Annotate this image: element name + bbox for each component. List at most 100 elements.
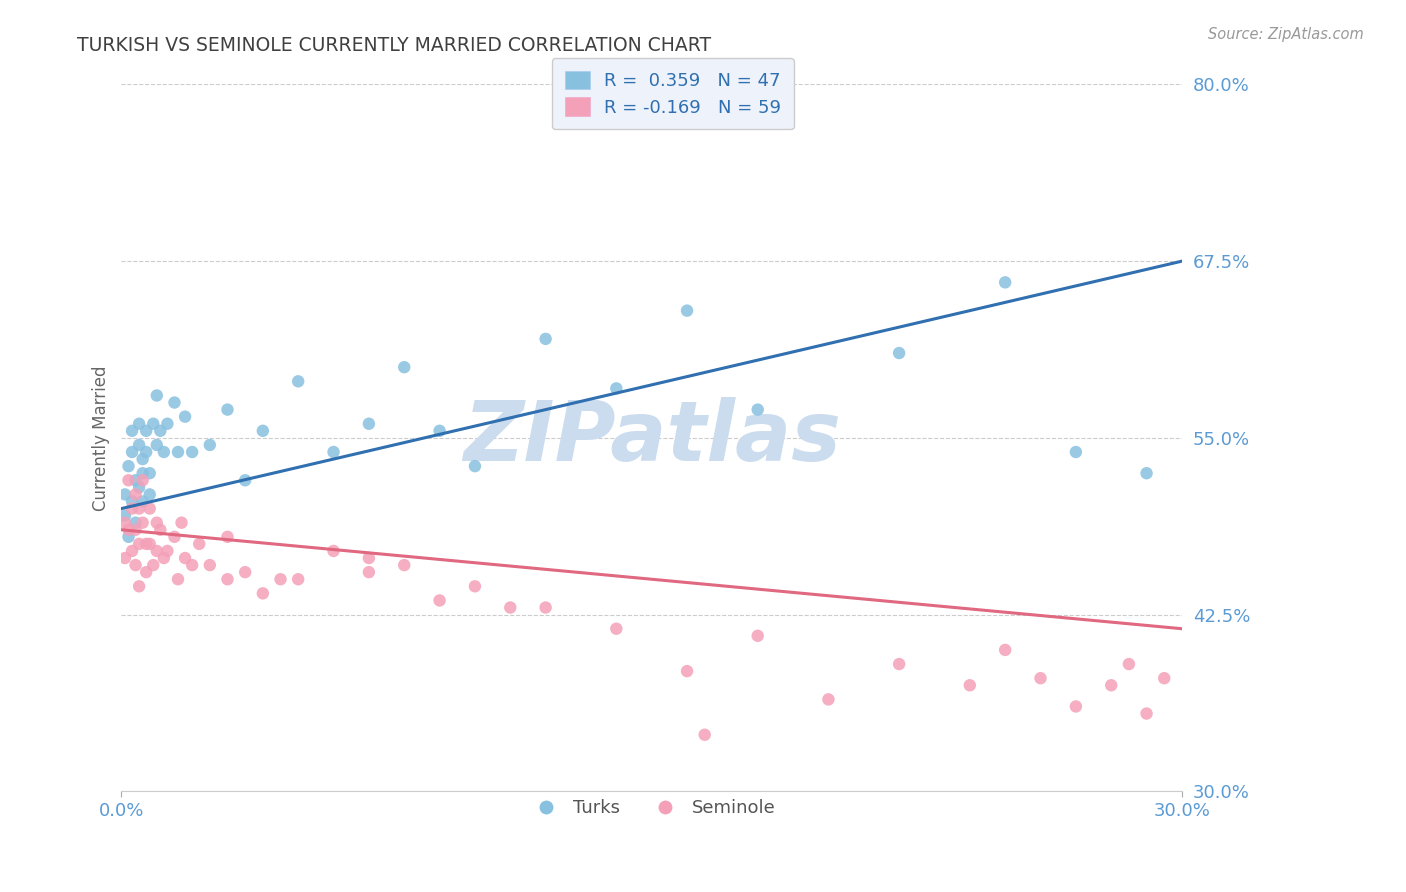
Point xyxy=(174,409,197,424)
Point xyxy=(117,523,139,537)
Point xyxy=(322,445,344,459)
Point xyxy=(131,452,153,467)
Point xyxy=(149,424,172,438)
Point xyxy=(131,516,153,530)
Point xyxy=(163,530,186,544)
Point xyxy=(121,445,143,459)
Point xyxy=(117,459,139,474)
Point xyxy=(163,395,186,409)
Point xyxy=(429,424,451,438)
Point xyxy=(1064,445,1087,459)
Point xyxy=(142,558,165,573)
Point xyxy=(252,586,274,600)
Point xyxy=(217,572,239,586)
Point xyxy=(198,438,221,452)
Point xyxy=(128,417,150,431)
Point xyxy=(1153,671,1175,685)
Point xyxy=(994,643,1017,657)
Point xyxy=(534,332,557,346)
Point xyxy=(131,473,153,487)
Point xyxy=(135,565,157,579)
Text: TURKISH VS SEMINOLE CURRENTLY MARRIED CORRELATION CHART: TURKISH VS SEMINOLE CURRENTLY MARRIED CO… xyxy=(77,36,711,54)
Point xyxy=(124,473,146,487)
Point xyxy=(287,374,309,388)
Point xyxy=(1064,699,1087,714)
Point xyxy=(135,424,157,438)
Point xyxy=(117,530,139,544)
Point xyxy=(605,381,627,395)
Point xyxy=(887,657,910,671)
Point xyxy=(1118,657,1140,671)
Point xyxy=(464,579,486,593)
Point xyxy=(676,303,699,318)
Point xyxy=(394,360,416,375)
Point xyxy=(117,473,139,487)
Point xyxy=(138,501,160,516)
Point xyxy=(142,417,165,431)
Point xyxy=(156,417,179,431)
Point xyxy=(124,523,146,537)
Point xyxy=(1135,706,1157,721)
Point xyxy=(167,445,190,459)
Point xyxy=(121,494,143,508)
Point xyxy=(135,537,157,551)
Point xyxy=(676,664,699,678)
Point xyxy=(994,276,1017,290)
Point xyxy=(121,544,143,558)
Point xyxy=(146,438,169,452)
Point xyxy=(128,537,150,551)
Point xyxy=(217,530,239,544)
Point xyxy=(217,402,239,417)
Legend: Turks, Seminole: Turks, Seminole xyxy=(520,792,783,825)
Point xyxy=(170,516,193,530)
Point xyxy=(188,537,211,551)
Point xyxy=(124,558,146,573)
Point xyxy=(270,572,292,586)
Point xyxy=(114,487,136,501)
Y-axis label: Currently Married: Currently Married xyxy=(93,365,110,510)
Point xyxy=(153,551,176,566)
Point xyxy=(174,551,197,566)
Point xyxy=(605,622,627,636)
Point xyxy=(534,600,557,615)
Point xyxy=(287,572,309,586)
Text: Source: ZipAtlas.com: Source: ZipAtlas.com xyxy=(1208,27,1364,42)
Point xyxy=(357,565,380,579)
Point xyxy=(135,445,157,459)
Point xyxy=(138,467,160,481)
Point xyxy=(156,544,179,558)
Point xyxy=(499,600,522,615)
Point xyxy=(817,692,839,706)
Point xyxy=(394,558,416,573)
Point xyxy=(1135,467,1157,481)
Point xyxy=(747,402,769,417)
Point xyxy=(233,565,256,579)
Point xyxy=(153,445,176,459)
Point xyxy=(429,593,451,607)
Point xyxy=(124,516,146,530)
Point xyxy=(138,537,160,551)
Point xyxy=(128,480,150,494)
Point xyxy=(959,678,981,692)
Text: ZIPatlas: ZIPatlas xyxy=(463,397,841,478)
Point xyxy=(693,728,716,742)
Point xyxy=(181,445,204,459)
Point xyxy=(121,501,143,516)
Point xyxy=(1029,671,1052,685)
Point xyxy=(114,508,136,523)
Point xyxy=(114,551,136,566)
Point xyxy=(233,473,256,487)
Point xyxy=(128,438,150,452)
Point xyxy=(131,494,153,508)
Point xyxy=(747,629,769,643)
Point xyxy=(252,424,274,438)
Point xyxy=(146,516,169,530)
Point xyxy=(138,487,160,501)
Point xyxy=(1099,678,1122,692)
Point xyxy=(114,516,136,530)
Point xyxy=(357,551,380,566)
Point xyxy=(146,544,169,558)
Point xyxy=(887,346,910,360)
Point xyxy=(198,558,221,573)
Point xyxy=(124,487,146,501)
